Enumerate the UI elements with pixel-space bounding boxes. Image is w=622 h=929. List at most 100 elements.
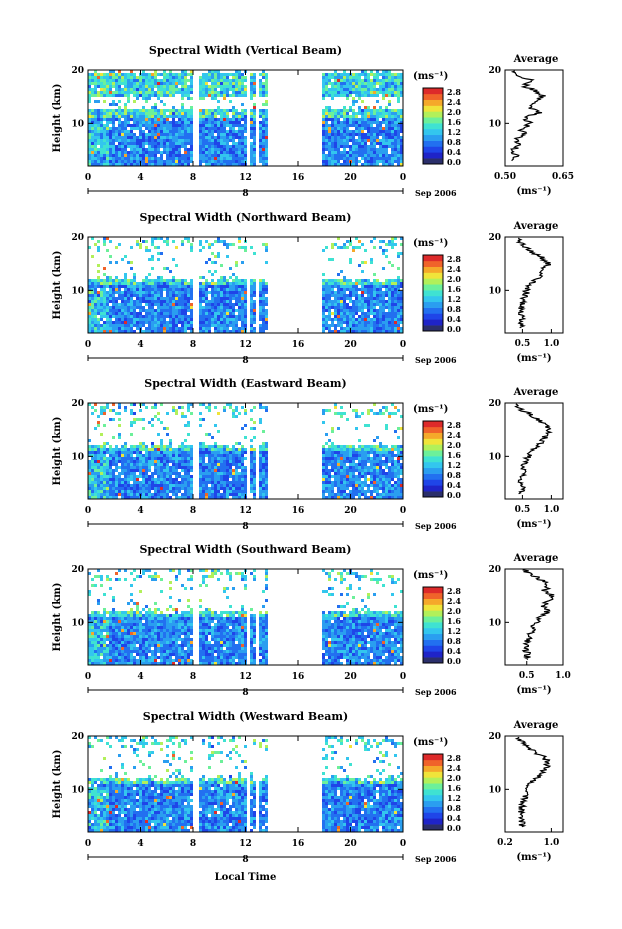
heatmap-cell bbox=[238, 312, 241, 315]
heatmap-cell bbox=[148, 493, 151, 496]
heatmap-cell bbox=[367, 73, 370, 76]
heatmap-cell bbox=[124, 94, 127, 97]
heatmap-cell bbox=[220, 460, 223, 463]
heatmap-cell bbox=[124, 127, 127, 130]
heatmap-cell bbox=[190, 109, 193, 112]
heatmap-cell bbox=[217, 481, 220, 484]
heatmap-cell bbox=[253, 306, 256, 309]
heatmap-cell bbox=[331, 243, 334, 246]
heatmap-cell bbox=[160, 300, 163, 303]
heatmap-cell bbox=[154, 312, 157, 315]
colorbar-tick-label: 0.0 bbox=[447, 324, 461, 334]
heatmap-cell bbox=[184, 82, 187, 85]
heatmap-cell bbox=[199, 451, 202, 454]
heatmap-cell bbox=[118, 433, 121, 436]
heatmap-cell bbox=[367, 294, 370, 297]
heatmap-cell bbox=[187, 433, 190, 436]
heatmap-cell bbox=[238, 82, 241, 85]
heatmap-cell bbox=[136, 297, 139, 300]
heatmap-cell bbox=[205, 454, 208, 457]
heatmap-cell bbox=[382, 73, 385, 76]
heatmap-cell bbox=[112, 403, 115, 406]
heatmap-cell bbox=[355, 100, 358, 103]
heatmap-cell bbox=[343, 297, 346, 300]
heatmap-cell bbox=[175, 142, 178, 145]
heatmap-cell bbox=[124, 279, 127, 282]
heatmap-cell bbox=[94, 79, 97, 82]
heatmap-cell bbox=[112, 288, 115, 291]
heatmap-cell bbox=[259, 300, 262, 303]
heatmap-cell bbox=[250, 291, 253, 294]
heatmap-cell bbox=[118, 418, 121, 421]
heatmap-cell bbox=[109, 315, 112, 318]
heatmap-cell bbox=[322, 73, 325, 76]
heatmap-cell bbox=[223, 109, 226, 112]
heatmap-cell bbox=[94, 484, 97, 487]
heatmap-cell bbox=[349, 106, 352, 109]
heatmap-cell bbox=[211, 163, 214, 166]
heatmap-cell bbox=[148, 469, 151, 472]
heatmap-cell bbox=[151, 240, 154, 243]
heatmap-cell bbox=[400, 300, 403, 303]
colorbar-segment bbox=[423, 134, 443, 141]
heatmap-cell bbox=[91, 237, 94, 240]
heatmap-cell bbox=[223, 115, 226, 118]
heatmap-cell bbox=[361, 330, 364, 333]
heatmap-cell bbox=[118, 309, 121, 312]
heatmap-cell bbox=[205, 282, 208, 285]
heatmap-cell bbox=[160, 109, 163, 112]
heatmap-cell bbox=[115, 276, 118, 279]
heatmap-cell bbox=[136, 163, 139, 166]
heatmap-cell bbox=[253, 294, 256, 297]
heatmap-cell bbox=[106, 94, 109, 97]
heatmap-cell bbox=[106, 73, 109, 76]
heatmap-cell bbox=[199, 306, 202, 309]
heatmap-cell bbox=[340, 109, 343, 112]
heatmap-cell bbox=[331, 294, 334, 297]
heatmap-cell bbox=[106, 469, 109, 472]
heatmap-cell bbox=[91, 315, 94, 318]
heatmap-cell bbox=[235, 487, 238, 490]
heatmap-cell bbox=[127, 76, 130, 79]
heatmap-cell bbox=[178, 487, 181, 490]
heatmap-cell bbox=[142, 466, 145, 469]
heatmap-cell bbox=[166, 136, 169, 139]
heatmap-cell bbox=[334, 300, 337, 303]
heatmap-cell bbox=[355, 157, 358, 160]
heatmap-cell bbox=[97, 460, 100, 463]
heatmap-cell bbox=[97, 121, 100, 124]
heatmap-cell bbox=[217, 412, 220, 415]
heatmap-cell bbox=[364, 285, 367, 288]
heatmap-cell bbox=[154, 487, 157, 490]
heatmap-cell bbox=[226, 112, 229, 115]
heatmap-cell bbox=[394, 303, 397, 306]
heatmap-cell bbox=[112, 309, 115, 312]
heatmap-cell bbox=[223, 130, 226, 133]
heatmap-cell bbox=[397, 163, 400, 166]
heatmap-cell bbox=[391, 109, 394, 112]
heatmap-cell bbox=[199, 448, 202, 451]
heatmap-cell bbox=[229, 130, 232, 133]
heatmap-cell bbox=[367, 79, 370, 82]
heatmap-cell bbox=[349, 109, 352, 112]
heatmap-cell bbox=[361, 294, 364, 297]
heatmap-cell bbox=[163, 148, 166, 151]
heatmap-cell bbox=[226, 163, 229, 166]
heatmap-cell bbox=[178, 157, 181, 160]
heatmap-cell bbox=[106, 145, 109, 148]
heatmap-cell bbox=[133, 421, 136, 424]
heatmap-cell bbox=[217, 493, 220, 496]
heatmap-cell bbox=[154, 445, 157, 448]
heatmap-cell bbox=[370, 160, 373, 163]
heatmap-cell bbox=[160, 327, 163, 330]
heatmap-cell bbox=[235, 70, 238, 73]
heatmap-cell bbox=[217, 318, 220, 321]
heatmap-cell bbox=[220, 451, 223, 454]
heatmap-cell bbox=[109, 478, 112, 481]
heatmap-cell bbox=[328, 294, 331, 297]
heatmap-cell bbox=[364, 88, 367, 91]
heatmap-cell bbox=[358, 79, 361, 82]
heatmap-cell bbox=[115, 112, 118, 115]
heatmap-cell bbox=[250, 330, 253, 333]
heatmap-cell bbox=[166, 142, 169, 145]
